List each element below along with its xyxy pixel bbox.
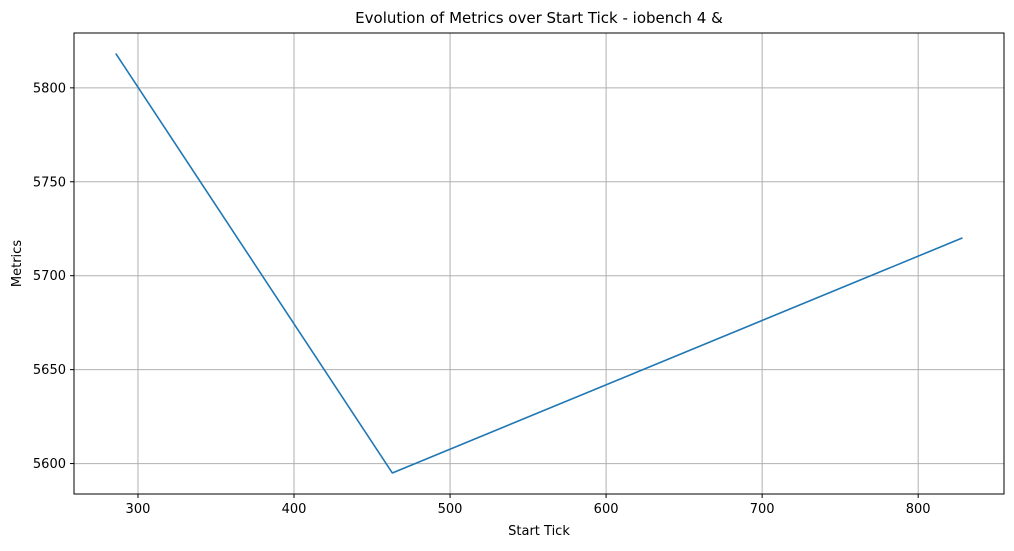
x-tick-label: 800 <box>906 502 931 517</box>
x-tick-label: 300 <box>126 502 151 517</box>
y-tick-label: 5750 <box>33 175 66 190</box>
y-axis-label: Metrics <box>10 240 25 287</box>
x-tick-label: 600 <box>594 502 619 517</box>
series-layer <box>116 54 962 473</box>
y-tick-label: 5800 <box>33 81 66 96</box>
tick-layer: 300 400 500 600 700 800 5600 5650 5700 5750 5800 <box>33 81 931 517</box>
series-line-0 <box>116 54 962 473</box>
chart-title: Evolution of Metrics over Start Tick - i… <box>355 9 723 27</box>
y-tick-label: 5700 <box>33 269 66 284</box>
grid-lines <box>74 33 1004 494</box>
y-tick-label: 5650 <box>33 363 66 378</box>
x-tick-label: 700 <box>750 502 775 517</box>
x-axis-label: Start Tick <box>508 524 570 539</box>
x-tick-label: 400 <box>282 502 307 517</box>
x-tick-label: 500 <box>438 502 463 517</box>
plot-frame <box>74 33 1004 494</box>
y-tick-label: 5600 <box>33 457 66 472</box>
